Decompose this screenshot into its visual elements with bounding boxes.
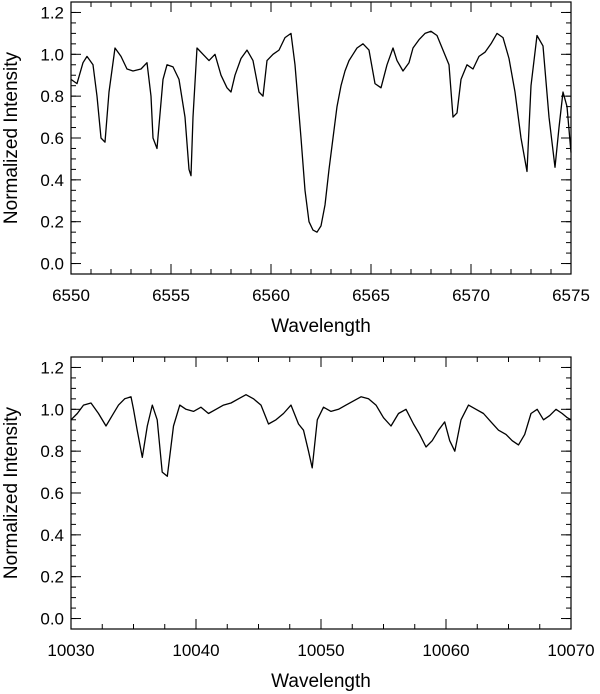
top-x-tick-label: 6565 [352,286,390,305]
bottom-x-tick-label: 10060 [422,641,469,660]
top-y-tick-label: 0.2 [40,213,64,232]
top-x-tick-label: 6570 [452,286,490,305]
top-y-tick-label: 1.2 [40,3,64,22]
bottom-tick-marks [70,356,572,629]
bottom-x-tick-label: 10030 [47,641,94,660]
bottom-y-tick-label: 0.4 [40,526,64,545]
bottom-spectrum-panel: 10030 10040 10050 10060 10070 0.00.20.40.60.… [1,356,595,692]
bottom-y-axis-label: Normalized Intensity [1,406,22,579]
top-plot-frame [70,1,572,275]
bottom-y-tick-labels: 0.0 0.2 0.4 0.6 0.8 1.0 1.2 [40,358,64,628]
top-tick-marks [70,1,572,274]
top-spectrum-line [70,30,572,233]
bottom-x-tick-label: 10050 [297,641,344,660]
bottom-y-tick-label: 0.2 [40,568,64,587]
top-x-tick-label: 6555 [152,286,190,305]
bottom-y-tick-label: 0.6 [40,484,64,503]
bottom-y-tick-label: 0.0 [40,610,64,629]
bottom-y-tick-label: 1.0 [40,400,64,419]
top-y-tick-label: 0.0 [40,255,64,274]
bottom-x-tick-labels: 10030 10040 10050 10060 10070 [47,641,594,660]
bottom-plot-frame [70,356,572,630]
top-x-tick-label: 6560 [252,286,290,305]
top-y-tick-labels: 0.0 0.2 0.4 0.6 0.8 1.0 1.2 [40,3,64,273]
bottom-x-axis-label: Wavelength [271,671,371,692]
bottom-spectrum-line [70,394,572,477]
top-x-tick-label: 6550 [52,286,90,305]
top-x-tick-label: 6575 [552,286,590,305]
bottom-x-tick-label: 10070 [547,641,594,660]
top-spectrum-panel: 6550 6555 6560 6565 6570 6575 0.0 0.2 0.4 0.6 0.8… [1,1,590,337]
top-y-tick-label: 0.6 [40,129,64,148]
top-y-tick-label: 0.4 [40,171,64,190]
top-y-tick-label: 0.8 [40,87,64,106]
top-y-tick-label: 1.0 [40,45,64,64]
top-y-axis-label: Normalized Intensity [1,51,22,224]
bottom-y-tick-label: 1.2 [40,358,64,377]
bottom-x-tick-label: 10040 [172,641,219,660]
top-x-axis-label: Wavelength [271,316,371,337]
bottom-y-tick-label: 0.8 [40,442,64,461]
top-x-tick-labels: 6550 6555 6560 6565 6570 6575 [52,286,590,305]
